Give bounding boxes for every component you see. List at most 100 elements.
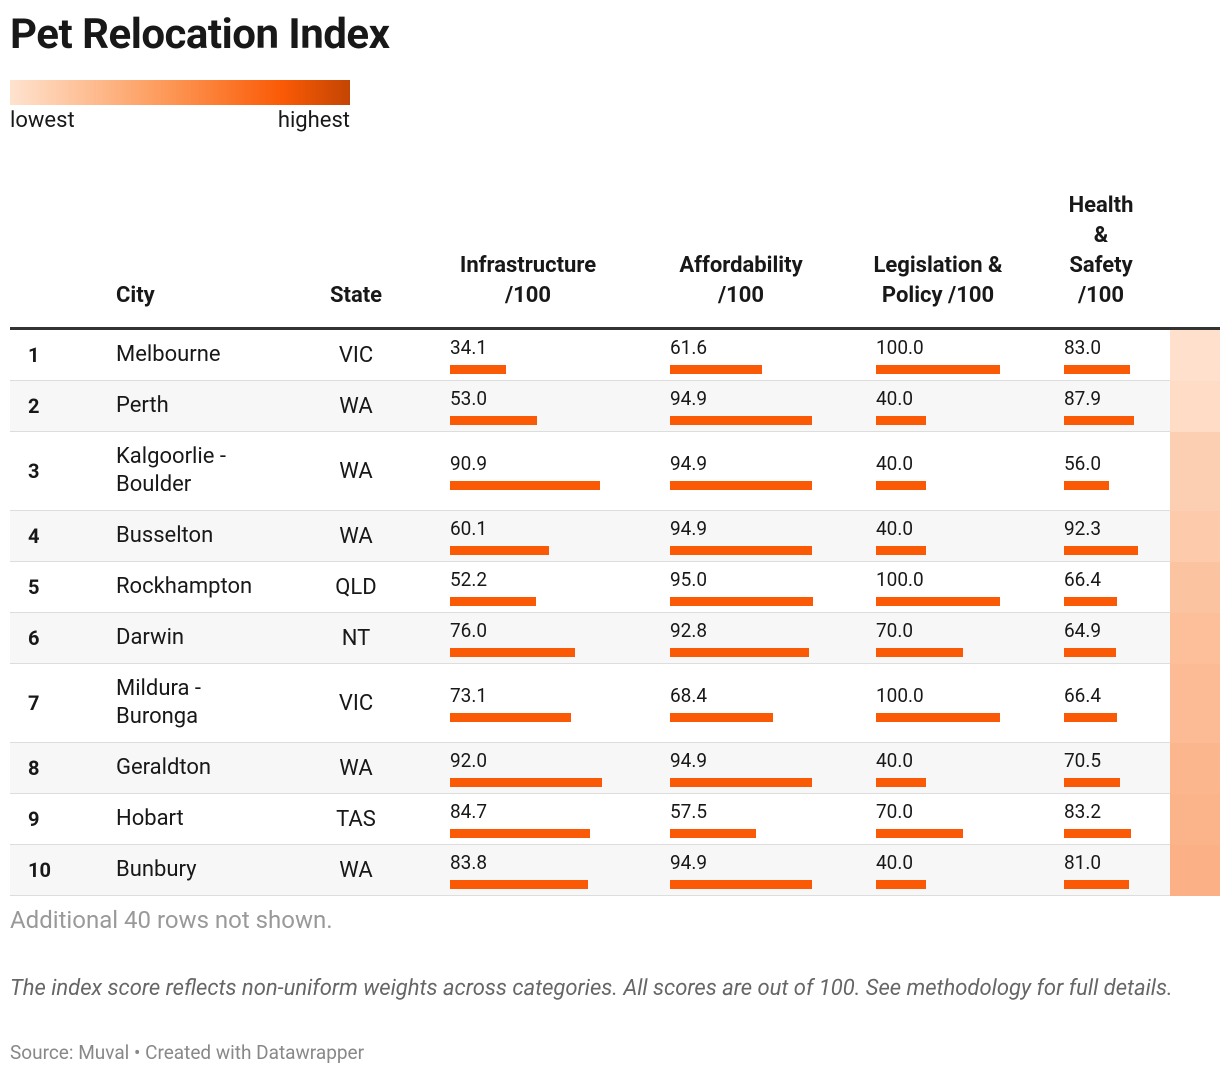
legend-high: highest (277, 108, 350, 133)
score: 81.0 (1064, 850, 1102, 874)
score: 34.1 (450, 335, 488, 359)
rank: 7 (28, 691, 40, 715)
score-cell: 84.7 (450, 794, 590, 844)
score-cell: 92.3 (1064, 511, 1138, 561)
score-bar (876, 545, 926, 555)
score: 70.0 (876, 799, 914, 823)
state: VIC (338, 342, 374, 368)
state: WA (339, 458, 373, 484)
index-cell (1170, 330, 1220, 381)
score: 66.4 (1064, 683, 1102, 707)
score-cell: 70.0 (876, 794, 963, 844)
rank: 2 (28, 394, 40, 418)
score-bar (450, 364, 507, 374)
score-bar (1064, 777, 1121, 787)
table-row: 4 Busselton WA 60.1 94.9 40.0 92.3 (10, 511, 1220, 562)
score-cell: 53.0 (450, 381, 538, 431)
score-bar (876, 364, 1000, 374)
score: 40.0 (876, 850, 914, 874)
score-cell: 60.1 (450, 511, 550, 561)
score-bar (450, 879, 589, 889)
index-cell (1170, 664, 1220, 743)
score: 56.0 (1064, 451, 1102, 475)
score: 76.0 (450, 618, 488, 642)
score: 100.0 (876, 567, 924, 591)
score-cell: 70.5 (1064, 743, 1121, 793)
score-cell: 40.0 (876, 432, 926, 510)
score-cell: 83.8 (450, 845, 589, 895)
score-bar (876, 712, 1000, 722)
more-rows-note: Additional 40 rows not shown. (10, 906, 333, 934)
score: 73.1 (450, 683, 488, 707)
score-bar (450, 777, 602, 787)
score: 92.3 (1064, 516, 1102, 540)
score: 92.8 (670, 618, 708, 642)
index-cell (1170, 381, 1220, 432)
index-cell (1170, 845, 1220, 896)
score-cell: 100.0 (876, 664, 1000, 742)
score-bar (1064, 364, 1131, 374)
table-row: 9 Hobart TAS 84.7 57.5 70.0 83.2 (10, 794, 1220, 845)
score: 83.2 (1064, 799, 1102, 823)
score: 68.4 (670, 683, 708, 707)
score-bar (1064, 596, 1118, 606)
column-header: City (116, 283, 155, 308)
column-header: Affordability /100 (679, 253, 803, 308)
score: 61.6 (670, 335, 708, 359)
score: 94.9 (670, 850, 708, 874)
score-bar (450, 596, 537, 606)
score-bar (450, 415, 538, 425)
score: 64.9 (1064, 618, 1102, 642)
score: 66.4 (1064, 567, 1102, 591)
score-cell: 40.0 (876, 845, 926, 895)
score-bar (1064, 712, 1118, 722)
score-cell: 100.0 (876, 330, 1000, 380)
score-bar (876, 596, 1000, 606)
score-cell: 92.8 (670, 613, 810, 663)
score-cell: 61.6 (670, 330, 763, 380)
score-cell: 66.4 (1064, 562, 1118, 612)
score-bar (670, 777, 813, 787)
score: 40.0 (876, 451, 914, 475)
score: 60.1 (450, 516, 488, 540)
description: The index score reflects non-uniform wei… (10, 976, 1173, 1001)
index-cell (1170, 794, 1220, 845)
table-row: 2 Perth WA 53.0 94.9 40.0 87.9 (10, 381, 1220, 432)
score: 40.0 (876, 516, 914, 540)
score: 40.0 (876, 748, 914, 772)
score-bar (1064, 480, 1109, 490)
state: QLD (335, 574, 377, 600)
rank: 10 (28, 858, 51, 882)
score-cell: 94.9 (670, 743, 813, 793)
score-cell: 92.0 (450, 743, 602, 793)
score-cell: 83.0 (1064, 330, 1131, 380)
index-cell (1170, 562, 1220, 613)
score-cell: 52.2 (450, 562, 537, 612)
score-cell: 94.9 (670, 432, 813, 510)
column-header: State (329, 283, 383, 308)
state: NT (341, 625, 371, 651)
score-bar (450, 828, 590, 838)
score: 95.0 (670, 567, 708, 591)
score-cell: 94.9 (670, 845, 813, 895)
city: Busselton (116, 523, 214, 548)
score: 57.5 (670, 799, 708, 823)
score: 40.0 (876, 386, 914, 410)
score: 94.9 (670, 516, 708, 540)
score-bar (670, 879, 813, 889)
table-row: 5 Rockhampton QLD 52.2 95.0 100.0 66.4 (10, 562, 1220, 613)
city: Rockhampton (116, 574, 253, 599)
table-header: City State Infrastructure /100 Affordabilit… (10, 180, 1220, 330)
score-bar (876, 777, 926, 787)
score-cell: 34.1 (450, 330, 507, 380)
score-cell: 100.0 (876, 562, 1000, 612)
score-bar (1064, 879, 1129, 889)
score: 70.0 (876, 618, 914, 642)
state: WA (339, 393, 373, 419)
city: Kalgoorlie - Boulder (116, 444, 226, 497)
score: 94.9 (670, 748, 708, 772)
column-header: Health & Safety /100 (1068, 193, 1134, 308)
score: 92.0 (450, 748, 488, 772)
table-row: 8 Geraldton WA 92.0 94.9 40.0 70.5 (10, 743, 1220, 794)
score-bar (670, 828, 757, 838)
